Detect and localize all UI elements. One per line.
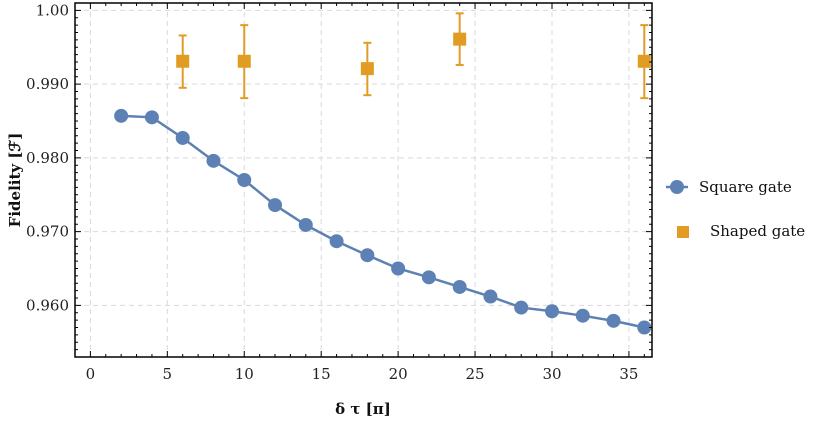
x-tick-label: 15 bbox=[312, 365, 331, 383]
x-tick-label: 35 bbox=[619, 365, 638, 383]
square-gate-point bbox=[637, 320, 652, 335]
legend-shaped-gate-label: Shaped gate bbox=[710, 222, 805, 240]
legend-square-gate-marker bbox=[670, 180, 684, 194]
square-gate-point bbox=[452, 279, 467, 294]
square-gate-line bbox=[121, 114, 645, 329]
y-tick-label: 1.00 bbox=[36, 1, 69, 19]
legend-shaped-gate-marker bbox=[677, 226, 689, 238]
series-layer bbox=[114, 12, 652, 335]
square-gate-point bbox=[175, 130, 190, 145]
square-gate-point bbox=[298, 217, 313, 232]
shaped-gate-point bbox=[637, 54, 651, 68]
square-gate-point bbox=[391, 261, 406, 276]
legend: Square gate Shaped gate bbox=[666, 178, 805, 240]
grid-lines bbox=[75, 3, 652, 357]
x-tick-label: 25 bbox=[466, 365, 485, 383]
x-axis-title: δ τ [π] bbox=[335, 400, 391, 418]
x-tick-label: 30 bbox=[542, 365, 561, 383]
x-tick-label: 5 bbox=[163, 365, 173, 383]
square-gate-point bbox=[575, 308, 590, 323]
legend-square-gate-label: Square gate bbox=[699, 178, 792, 196]
square-gate-point bbox=[268, 198, 283, 213]
square-gate-point bbox=[360, 248, 375, 263]
square-gate-point bbox=[206, 153, 221, 168]
square-gate-point bbox=[514, 300, 529, 315]
axis-ticks bbox=[74, 3, 652, 358]
shaped-gate-point bbox=[360, 62, 374, 76]
plot-frame bbox=[74, 2, 653, 358]
x-tick-label: 20 bbox=[389, 365, 408, 383]
square-gate-point bbox=[144, 110, 159, 125]
square-gate-point bbox=[237, 173, 252, 187]
y-tick-label: 0.990 bbox=[26, 75, 69, 93]
y-tick-label: 0.970 bbox=[26, 223, 69, 241]
tick-labels: 0 5 10 15 20 25 30 35 0.960 0.970 0.980 0.990 1.00 bbox=[26, 1, 638, 383]
y-tick-label: 0.960 bbox=[26, 296, 69, 314]
shaped-gate-point bbox=[176, 54, 190, 68]
x-tick-label: 0 bbox=[86, 365, 96, 383]
shaped-gate-point bbox=[453, 32, 467, 46]
legend-item-square-gate: Square gate bbox=[666, 178, 792, 196]
square-gate-point bbox=[329, 234, 344, 249]
x-tick-label: 10 bbox=[235, 365, 254, 383]
square-gate-point bbox=[606, 313, 621, 328]
y-tick-label: 0.980 bbox=[26, 149, 69, 167]
y-axis-title: Fidelity [ℱ] bbox=[6, 133, 24, 228]
square-gate-point bbox=[421, 270, 436, 285]
square-gate-point bbox=[114, 108, 129, 123]
legend-item-shaped-gate: Shaped gate bbox=[677, 222, 805, 240]
square-gate-point bbox=[544, 304, 559, 319]
square-gate-point bbox=[483, 289, 498, 304]
shaped-gate-point bbox=[237, 54, 251, 68]
